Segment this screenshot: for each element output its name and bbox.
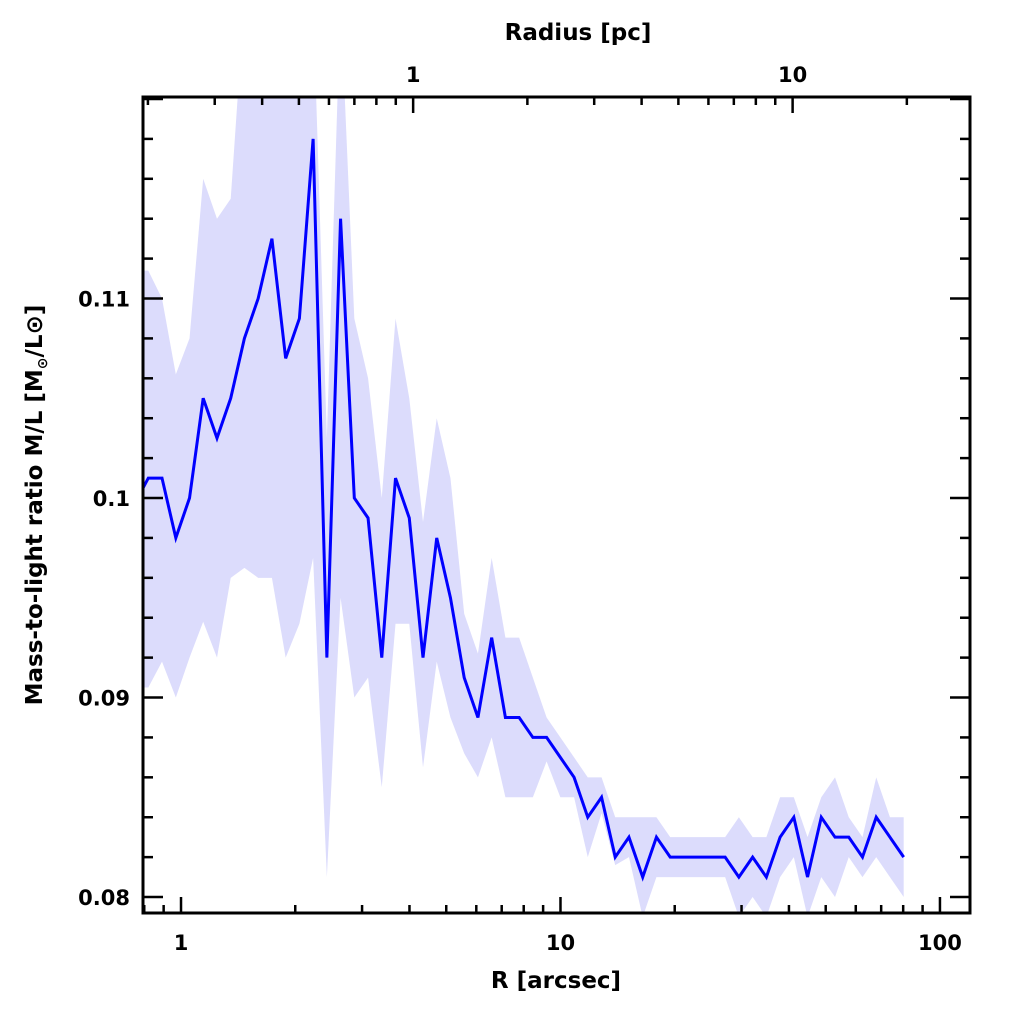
x-tick-label: 100 [918, 931, 962, 955]
y-axis-title-end: /L⊙] [22, 305, 48, 358]
y-axis-title: Mass-to-light ratio M/L [M⊙/L⊙] [22, 305, 51, 706]
x-top-tick-label: 1 [406, 63, 421, 87]
tick-label-layer: 1 10 100 1 10 0.08 0.09 0.1 0.11 [78, 63, 962, 955]
x-tick-label: 1 [174, 931, 189, 955]
error-band-layer [143, 97, 904, 913]
y-tick-label: 0.11 [78, 288, 130, 312]
x-top-tick-label: 10 [778, 63, 807, 87]
y-tick-label: 0.1 [93, 487, 130, 511]
error-band [143, 97, 904, 913]
y-axis-title-main: Mass-to-light ratio M/L [M [22, 369, 48, 705]
y-axis-title-sun-sub: ⊙ [35, 357, 51, 369]
x-top-axis-title: Radius [pc] [505, 20, 652, 46]
y-tick-label: 0.08 [78, 886, 130, 910]
x-axis-title: R [arcsec] [491, 968, 621, 994]
plot-frame [141, 95, 972, 915]
y-tick-label: 0.09 [78, 687, 130, 711]
x-tick-label: 10 [546, 931, 575, 955]
series-line-layer [143, 138, 905, 882]
